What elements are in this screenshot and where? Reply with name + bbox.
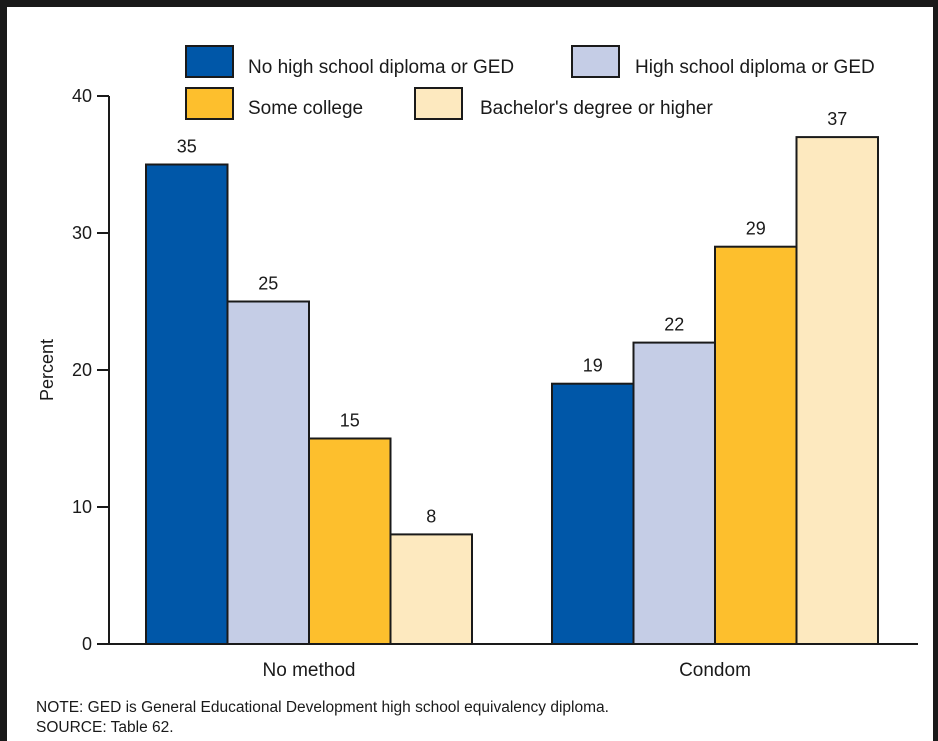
legend-swatch <box>185 87 234 120</box>
notes: NOTE: GED is General Educational Develop… <box>36 698 609 738</box>
data-label: 8 <box>426 506 436 526</box>
data-label: 19 <box>583 356 603 376</box>
x-category-label: Condom <box>679 660 751 681</box>
data-label: 25 <box>258 274 278 294</box>
legend-label: Some college <box>248 98 363 119</box>
y-tick-label: 0 <box>82 634 92 654</box>
source-text: SOURCE: Table 62. <box>36 719 174 736</box>
legend: No high school diploma or GED High school… <box>185 45 875 120</box>
legend-label: High school diploma or GED <box>635 57 875 78</box>
bar <box>145 163 229 645</box>
y-tick-label: 20 <box>72 360 92 380</box>
bar <box>226 300 310 645</box>
y-tick-label: 40 <box>72 86 92 106</box>
x-category-label: No method <box>263 660 356 681</box>
bar <box>308 437 392 645</box>
bar <box>389 533 473 646</box>
bars: 35 25 15 8 19 22 29 37 <box>145 109 879 646</box>
data-label: 37 <box>827 109 847 129</box>
bar <box>795 136 879 645</box>
bar <box>714 245 798 645</box>
legend-swatch <box>571 45 620 78</box>
y-axis: 0 10 20 30 40 Percent <box>37 86 110 654</box>
bar <box>551 382 635 645</box>
bar <box>632 341 716 645</box>
y-tick-label: 30 <box>72 223 92 243</box>
note-text: NOTE: GED is General Educational Develop… <box>36 699 609 716</box>
legend-swatch <box>414 87 463 120</box>
data-label: 15 <box>340 411 360 431</box>
data-label: 29 <box>746 219 766 239</box>
data-label: 35 <box>177 137 197 157</box>
data-label: 22 <box>664 315 684 335</box>
legend-swatch <box>185 45 234 78</box>
legend-label: Bachelor's degree or higher <box>480 98 713 119</box>
x-axis: No method Condom <box>109 643 918 681</box>
y-axis-label: Percent <box>37 339 57 401</box>
y-tick-label: 10 <box>72 497 92 517</box>
legend-label: No high school diploma or GED <box>248 57 514 78</box>
